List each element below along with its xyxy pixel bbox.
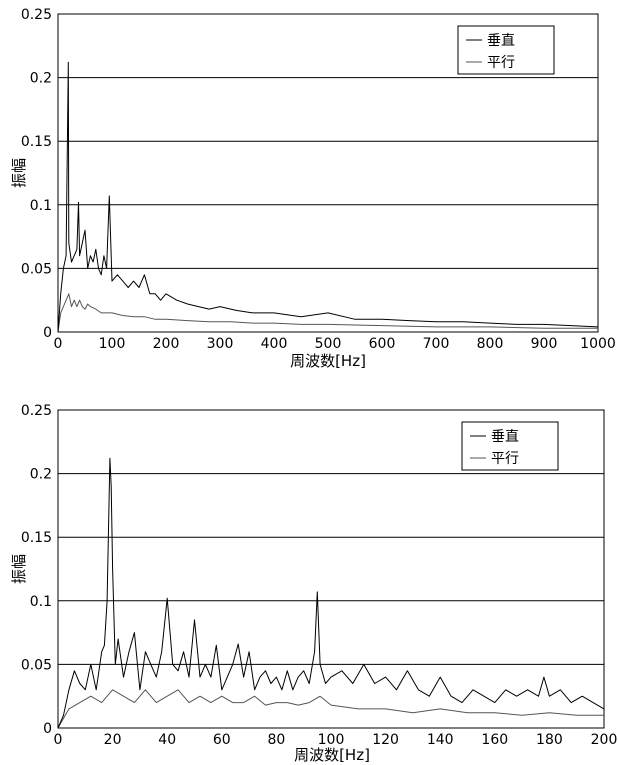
x-tick-label: 300 <box>207 336 234 352</box>
series-line-parallel <box>57 293 598 333</box>
y-axis-title-bottom: 振幅 <box>10 554 28 584</box>
x-axis-title-bottom: 周波数[Hz] <box>294 746 370 764</box>
chart-bottom: 0 20 40 60 80 100 120 140 160 180 200 0 0.05 0.1 0.15… <box>10 403 617 764</box>
x-tick-label: 100 <box>318 732 345 748</box>
x-tick-labels-bottom: 0 20 40 60 80 100 120 140 160 180 200 <box>54 732 618 748</box>
y-tick-label: 0 <box>43 325 52 341</box>
x-tick-label: 120 <box>372 732 399 748</box>
x-tick-label: 800 <box>477 336 504 352</box>
x-tick-label: 80 <box>267 732 285 748</box>
series-line-parallel <box>57 689 604 729</box>
legend-box-top <box>457 25 555 75</box>
y-tick-label: 0.05 <box>21 261 52 277</box>
x-tick-label: 20 <box>104 732 122 748</box>
y-tick-labels-bottom: 0 0.05 0.1 0.15 0.2 0.25 <box>21 403 52 737</box>
y-tick-label: 0.2 <box>30 467 52 483</box>
legend-top: 垂直 平行 <box>457 25 555 75</box>
x-tick-label: 100 <box>99 336 126 352</box>
y-tick-label: 0.15 <box>21 530 52 546</box>
x-tick-label: 0 <box>54 732 63 748</box>
y-tick-labels-top: 0 0.05 0.1 0.15 0.2 0.25 <box>21 7 52 341</box>
x-tick-label: 140 <box>427 732 454 748</box>
y-tick-label: 0.15 <box>21 134 52 150</box>
x-tick-label: 900 <box>531 336 558 352</box>
y-tick-label: 0.25 <box>21 7 52 23</box>
series-line-vertical <box>57 61 599 333</box>
x-tick-label: 1000 <box>580 336 616 352</box>
chart-top: 0 100 200 300 400 500 600 700 800 900 1000 0 0.05 0.… <box>10 7 616 370</box>
x-tick-label: 400 <box>261 336 288 352</box>
y-tick-label: 0.05 <box>21 657 52 673</box>
x-tick-label: 0 <box>54 336 63 352</box>
legend-box-bottom <box>461 421 559 471</box>
x-tick-labels-top: 0 100 200 300 400 500 600 700 800 900 1000 <box>54 336 616 352</box>
legend-label-parallel-top: 平行 <box>487 55 515 71</box>
grid-top <box>58 77 598 269</box>
x-tick-label: 200 <box>591 732 618 748</box>
y-axis-title-top: 振幅 <box>10 158 28 188</box>
y-tick-label: 0 <box>43 721 52 737</box>
y-tick-label: 0.25 <box>21 403 52 419</box>
legend-bottom: 垂直 平行 <box>461 421 559 471</box>
x-tick-label: 60 <box>213 732 231 748</box>
x-tick-label: 160 <box>481 732 508 748</box>
series-bottom <box>57 457 605 729</box>
x-tick-label: 500 <box>315 336 342 352</box>
x-tick-label: 700 <box>423 336 450 352</box>
y-tick-label: 0.1 <box>30 594 52 610</box>
series-line-vertical <box>57 457 605 729</box>
legend-label-vertical-bottom: 垂直 <box>491 428 519 445</box>
series-top <box>57 61 599 333</box>
x-tick-label: 180 <box>536 732 563 748</box>
x-tick-label: 600 <box>369 336 396 352</box>
x-tick-label: 40 <box>158 732 176 748</box>
legend-label-parallel-bottom: 平行 <box>491 451 519 467</box>
x-tick-label: 200 <box>153 336 180 352</box>
y-tick-label: 0.2 <box>30 71 52 87</box>
y-tick-label: 0.1 <box>30 198 52 214</box>
grid-bottom <box>58 473 604 665</box>
legend-label-vertical-top: 垂直 <box>487 32 515 49</box>
x-axis-title-top: 周波数[Hz] <box>290 352 366 370</box>
